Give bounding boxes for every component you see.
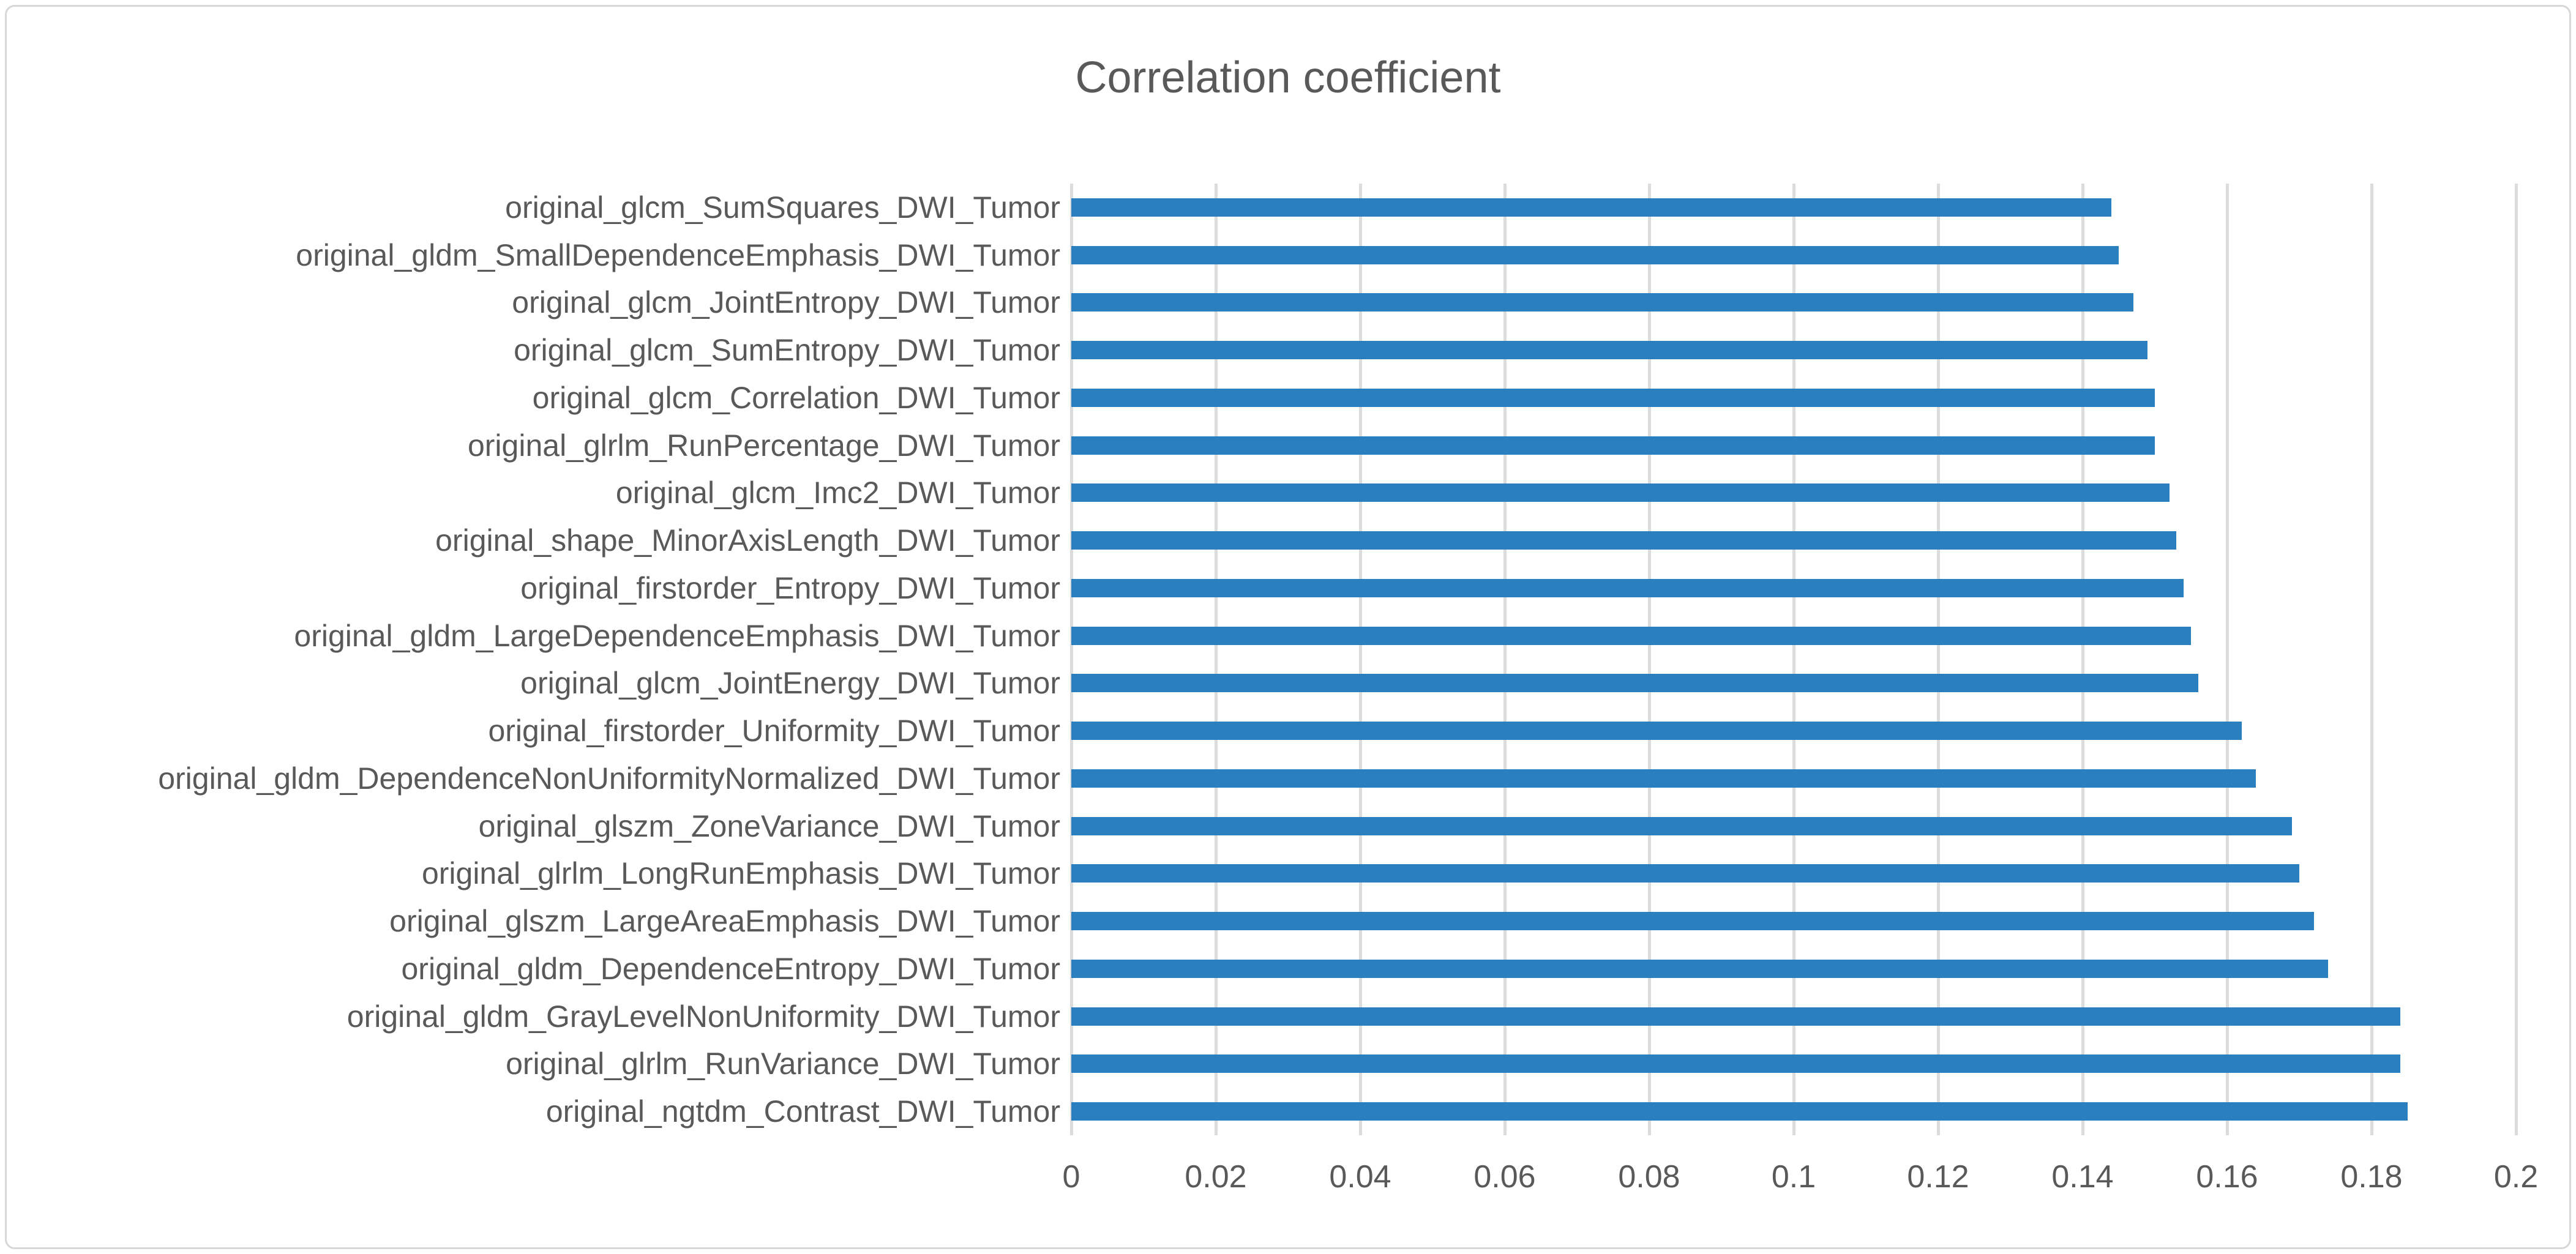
gridline-x-0.16 (2225, 184, 2229, 1135)
bar (1071, 198, 2112, 217)
x-tick-label: 0.08 (1618, 1159, 1680, 1195)
gridline-x-0.04 (1358, 184, 1362, 1135)
gridline-x-0.2 (2514, 184, 2518, 1135)
bar (1071, 245, 2119, 264)
category-label: original_ngtdm_Contrast_DWI_Tumor (545, 1094, 1060, 1129)
category-label: original_firstorder_Entropy_DWI_Tumor (520, 570, 1060, 605)
x-tick-label: 0.14 (2051, 1159, 2114, 1195)
category-label: original_gldm_DependenceEntropy_DWI_Tumo… (401, 951, 1061, 986)
chart-title: Correlation coefficient (1075, 53, 1501, 102)
category-label: original_glcm_Correlation_DWI_Tumor (532, 380, 1060, 415)
bar (1071, 674, 2198, 693)
category-label: original_firstorder_Uniformity_DWI_Tumor (488, 714, 1060, 748)
gridline-x-0.08 (1647, 184, 1651, 1135)
bar (1071, 388, 2155, 407)
bar (1071, 912, 2314, 931)
category-label: original_glcm_JointEntropy_DWI_Tumor (512, 285, 1060, 320)
category-label: original_glrlm_LongRunEmphasis_DWI_Tumor (421, 856, 1060, 891)
x-tick-label: 0.2 (2493, 1159, 2539, 1195)
gridline-x-0.02 (1214, 184, 1218, 1135)
gridline-x-0.14 (2081, 184, 2084, 1135)
x-tick-label: 0 (1062, 1159, 1080, 1195)
bar (1071, 1054, 2401, 1073)
category-label: original_gldm_GrayLevelNonUniformity_DWI… (346, 999, 1060, 1034)
bar (1071, 578, 2184, 597)
category-label: original_glszm_LargeAreaEmphasis_DWI_Tum… (389, 904, 1060, 939)
bar (1071, 1102, 2408, 1121)
bar (1071, 626, 2191, 645)
category-label: original_glcm_SumEntropy_DWI_Tumor (514, 333, 1060, 368)
bar (1071, 959, 2329, 978)
bar (1071, 483, 2170, 502)
gridline-x-0.1 (1792, 184, 1795, 1135)
gridline-x-0.18 (2370, 184, 2373, 1135)
category-label: original_gldm_SmallDependenceEmphasis_DW… (296, 237, 1060, 272)
bar (1071, 531, 2177, 550)
bar (1071, 864, 2299, 883)
category-label: original_glcm_Imc2_DWI_Tumor (615, 476, 1060, 510)
category-label: original_glrlm_RunVariance_DWI_Tumor (506, 1047, 1060, 1081)
category-label: original_glrlm_RunPercentage_DWI_Tumor (467, 428, 1060, 463)
bar (1071, 722, 2242, 741)
bar (1071, 341, 2148, 360)
bar (1071, 769, 2256, 788)
category-label: original_glcm_JointEnergy_DWI_Tumor (520, 666, 1060, 701)
bar (1071, 1007, 2401, 1026)
x-tick-label: 0.1 (1771, 1159, 1816, 1195)
gridline-x-0.06 (1503, 184, 1507, 1135)
category-label: original_gldm_LargeDependenceEmphasis_DW… (294, 618, 1060, 653)
bar (1071, 816, 2293, 835)
category-label: original_gldm_DependenceNonUniformityNor… (158, 761, 1060, 796)
x-tick-label: 0.02 (1185, 1159, 1247, 1195)
category-label: original_glcm_SumSquares_DWI_Tumor (505, 190, 1060, 225)
x-tick-label: 0.16 (2196, 1159, 2258, 1195)
bar (1071, 293, 2133, 312)
gridline-x-0 (1069, 184, 1073, 1135)
gridline-x-0.12 (1936, 184, 1940, 1135)
category-label: original_shape_MinorAxisLength_DWI_Tumor (435, 523, 1060, 558)
category-label: original_glszm_ZoneVariance_DWI_Tumor (478, 808, 1060, 843)
bar (1071, 436, 2155, 455)
x-tick-label: 0.18 (2340, 1159, 2403, 1195)
x-tick-label: 0.12 (1907, 1159, 1969, 1195)
x-tick-label: 0.04 (1329, 1159, 1391, 1195)
x-tick-label: 0.06 (1473, 1159, 1536, 1195)
